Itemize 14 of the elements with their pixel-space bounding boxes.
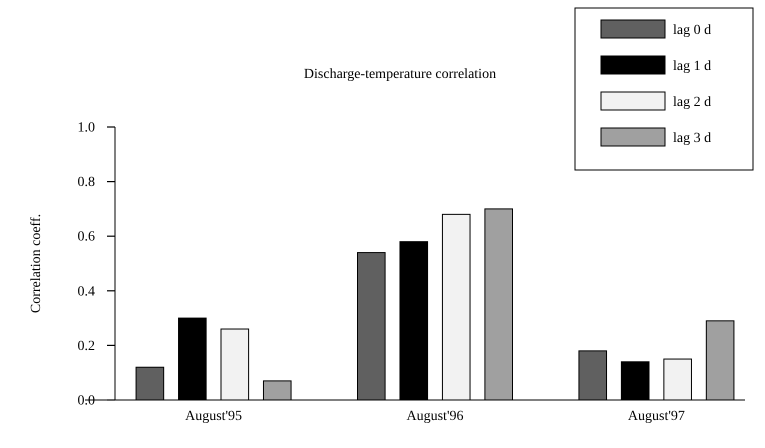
legend-label: lag 3 d — [673, 130, 712, 146]
y-tick-label: 0.8 — [78, 175, 95, 190]
y-tick-label: 0.2 — [78, 338, 95, 354]
x-tick-label: August'96 — [406, 409, 464, 424]
x-tick-label: August'95 — [185, 409, 242, 424]
y-axis-title: Correlation coeff. — [29, 214, 44, 314]
x-tick-label: August'97 — [628, 409, 685, 424]
chart-title: Discharge-temperature correlation — [304, 67, 496, 82]
y-tick-label: 1.0 — [78, 120, 95, 136]
y-tick-label: 0.4 — [78, 284, 95, 300]
legend-label: lag 0 d — [673, 22, 712, 38]
y-tick-label: 0.6 — [78, 230, 95, 245]
legend-label: lag 1 d — [673, 58, 712, 74]
legend-label: lag 2 d — [673, 94, 712, 110]
